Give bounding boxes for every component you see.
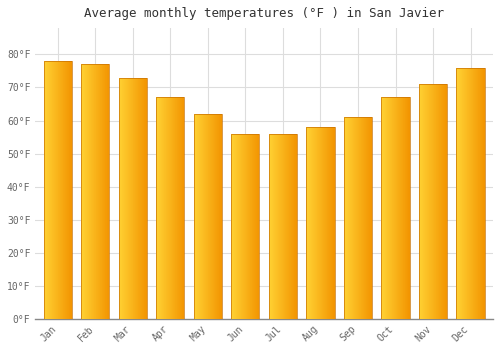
- Title: Average monthly temperatures (°F ) in San Javier: Average monthly temperatures (°F ) in Sa…: [84, 7, 444, 20]
- Bar: [344, 117, 372, 318]
- Bar: [419, 84, 447, 318]
- Bar: [119, 78, 147, 318]
- Bar: [306, 127, 334, 318]
- Bar: [456, 68, 484, 318]
- Bar: [232, 134, 260, 318]
- Bar: [82, 64, 110, 318]
- Bar: [156, 97, 184, 318]
- Bar: [269, 134, 297, 318]
- Bar: [382, 97, 409, 318]
- Bar: [194, 114, 222, 318]
- Bar: [44, 61, 72, 319]
